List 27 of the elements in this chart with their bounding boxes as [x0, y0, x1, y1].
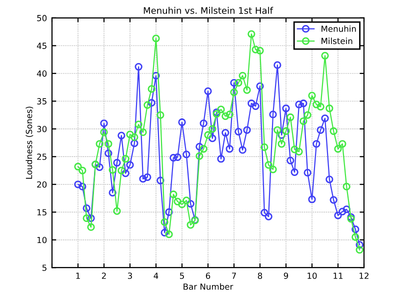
y-axis-title: Loudness (Sones): [26, 106, 34, 179]
chart-title: Menuhin vs. Milstein 1st Half: [144, 6, 274, 14]
x-tick-label: 6: [206, 272, 210, 279]
x-tick-label: 2: [102, 272, 106, 279]
x-tick-label: 8: [258, 272, 262, 279]
x-tick-label: 5: [180, 272, 184, 279]
y-tick-label: 15: [37, 209, 46, 216]
y-tick-label: 10: [37, 236, 47, 244]
y-tick-label: 45: [36, 42, 46, 49]
x-tick-label: 1: [76, 272, 80, 279]
y-tick-label: 25: [37, 154, 46, 160]
x-tick-label: 12: [360, 272, 368, 279]
y-tick-label: 5: [42, 264, 46, 271]
x-tick-label: 11: [334, 272, 343, 279]
y-tick-label: 20: [37, 181, 47, 188]
y-tick-label: 35: [37, 98, 46, 104]
y-tick-label: 40: [36, 70, 47, 77]
legend-label: Milstein: [322, 38, 352, 44]
x-tick-label: 7: [232, 272, 236, 279]
y-tick-label: 50: [37, 14, 47, 22]
legend-label: Menuhin: [322, 25, 356, 32]
x-tick-label: 4: [154, 272, 158, 279]
x-tick-label: 9: [284, 272, 288, 279]
y-tick-label: 30: [37, 126, 47, 132]
x-tick-label: 10: [308, 272, 317, 279]
x-axis-title: Bar Number: [184, 283, 234, 290]
x-tick-label: 3: [128, 272, 132, 279]
